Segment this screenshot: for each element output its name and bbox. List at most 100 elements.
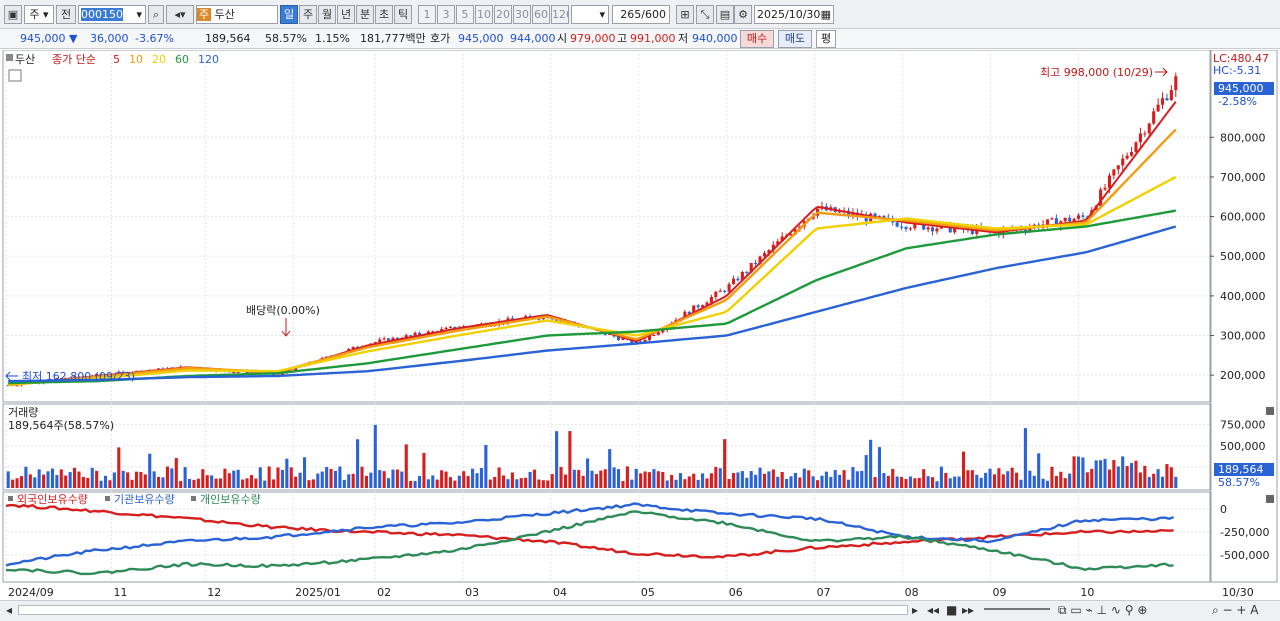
- date-input[interactable]: 2025/10/30 ▦: [754, 5, 834, 24]
- zoom-slider[interactable]: [984, 608, 1050, 610]
- candle-body: [727, 284, 731, 292]
- interval-tab-5[interactable]: 5: [456, 5, 474, 24]
- candle-body: [1103, 187, 1107, 190]
- interval-select[interactable]: ▾: [571, 5, 609, 24]
- legend-series: 종가 단순: [52, 53, 96, 66]
- interval-tab-60[interactable]: 60: [532, 5, 550, 24]
- interval-tab-30[interactable]: 30: [513, 5, 531, 24]
- period-tab-주[interactable]: 주: [299, 5, 317, 24]
- candle-body: [1130, 152, 1134, 156]
- volume-bar: [462, 471, 466, 488]
- volume-bar: [988, 468, 992, 488]
- volume-bar: [785, 478, 789, 488]
- candle-body: [1050, 218, 1054, 220]
- chart-svg[interactable]: 2024/09 11 12 2025/01 02 03 04 05 06 07 08 09 10 10/3…: [0, 49, 1280, 602]
- panel-close-icon[interactable]: [1266, 407, 1274, 415]
- x-tick-label: 02: [377, 586, 391, 599]
- y-tick-label: 800,000: [1220, 131, 1266, 144]
- play-icon[interactable]: ▸: [912, 603, 919, 617]
- volume-bar: [930, 477, 935, 488]
- tool-icons[interactable]: ⧉ ▭ ⌁ ⊥ ∿ ⚲ ⊕: [1058, 603, 1148, 617]
- volume-bar: [409, 480, 413, 488]
- buy-button[interactable]: 매수: [740, 30, 774, 48]
- eval-button[interactable]: 평: [816, 30, 836, 48]
- volume-bar: [6, 471, 10, 488]
- volume-bar: [1165, 464, 1169, 488]
- period-tab-년[interactable]: 년: [337, 5, 355, 24]
- scroll-left-icon[interactable]: ◂: [6, 603, 13, 617]
- volume-bar: [1015, 472, 1019, 488]
- y-axis-panel: [1210, 49, 1278, 583]
- volume-bar: [356, 439, 360, 488]
- candle-icon[interactable]: ⊞: [676, 5, 694, 24]
- period-tab-초[interactable]: 초: [375, 5, 393, 24]
- interval-tab-1[interactable]: 1: [418, 5, 436, 24]
- stock-name-field[interactable]: 주 두산: [196, 5, 278, 24]
- volume-bar: [838, 474, 842, 488]
- volume-bar: [249, 475, 254, 488]
- volume-bar: [77, 471, 81, 488]
- horizontal-scrollbar[interactable]: [18, 605, 908, 615]
- volume-bar: [24, 466, 28, 488]
- candle-body: [687, 311, 691, 314]
- volume-bar: [360, 466, 364, 488]
- layout-icon[interactable]: ▣: [4, 5, 22, 24]
- legend-stock: 두산: [15, 53, 35, 66]
- volume-bar: [311, 479, 315, 488]
- count-input[interactable]: 265/600: [612, 5, 670, 24]
- chart-area[interactable]: 2024/09 11 12 2025/01 02 03 04 05 06 07 08 09 10 10/3…: [0, 49, 1280, 602]
- draw-icon[interactable]: ⤡: [696, 5, 714, 24]
- volume-bar: [276, 467, 280, 488]
- volume-bar: [944, 472, 948, 488]
- volume-bar: [740, 471, 744, 488]
- speaker-icon[interactable]: ◂▾: [166, 5, 194, 24]
- volume-bar: [948, 478, 952, 488]
- prev-button[interactable]: 전: [56, 5, 76, 24]
- rewind-icon[interactable]: ◂◂: [927, 603, 940, 617]
- volume-bar: [616, 469, 621, 488]
- table-icon[interactable]: [8, 69, 22, 82]
- sell-button[interactable]: 매도: [778, 30, 812, 48]
- volume-bar: [984, 472, 988, 488]
- period-tab-일[interactable]: 일: [280, 5, 298, 24]
- candle-body: [731, 278, 736, 285]
- candle-body: [15, 385, 19, 387]
- interval-tab-20[interactable]: 20: [494, 5, 512, 24]
- candle-body: [417, 332, 422, 336]
- volume-bar: [81, 477, 85, 488]
- volume-bar: [1121, 456, 1125, 488]
- interval-tab-3[interactable]: 3: [437, 5, 455, 24]
- stock-code-input[interactable]: 000150 ▾: [78, 5, 146, 24]
- volume-bar: [170, 468, 174, 488]
- stop-icon[interactable]: ■: [946, 603, 958, 617]
- candle-body: [953, 228, 957, 233]
- ma-legend-10: 10: [129, 53, 143, 66]
- period-tab-분[interactable]: 분: [356, 5, 374, 24]
- gear-icon[interactable]: ⚙: [734, 5, 752, 24]
- last-price-box: [1214, 82, 1274, 95]
- save-icon[interactable]: ▤: [716, 5, 734, 24]
- volume-bar: [586, 458, 590, 488]
- zoom-icons[interactable]: ⌕ − + A: [1212, 603, 1259, 617]
- search-icon[interactable]: ⌕: [148, 5, 164, 24]
- asset-type-select[interactable]: 주 ▾: [24, 5, 54, 24]
- candle-body: [1134, 142, 1138, 153]
- period-tab-틱[interactable]: 틱: [394, 5, 412, 24]
- x-tick-label: 04: [553, 586, 567, 599]
- volume-bar: [245, 478, 249, 488]
- x-tick-label: 09: [992, 586, 1006, 599]
- forward-icon[interactable]: ▸▸: [962, 603, 975, 617]
- period-tab-월[interactable]: 월: [318, 5, 336, 24]
- volume-bar: [546, 480, 550, 488]
- volume-bar: [1028, 470, 1032, 488]
- legend-bullet: [191, 496, 196, 501]
- interval-tab-10[interactable]: 10: [475, 5, 493, 24]
- volume-bar: [267, 466, 271, 488]
- candle-body: [930, 227, 935, 232]
- candle-body: [696, 305, 700, 308]
- x-tick-label: 2024/09: [8, 586, 54, 599]
- panel-close-icon[interactable]: [1266, 495, 1274, 503]
- interval-tab-120[interactable]: 120: [551, 5, 569, 24]
- volume-bar: [886, 475, 890, 488]
- volume-bar: [1050, 466, 1054, 488]
